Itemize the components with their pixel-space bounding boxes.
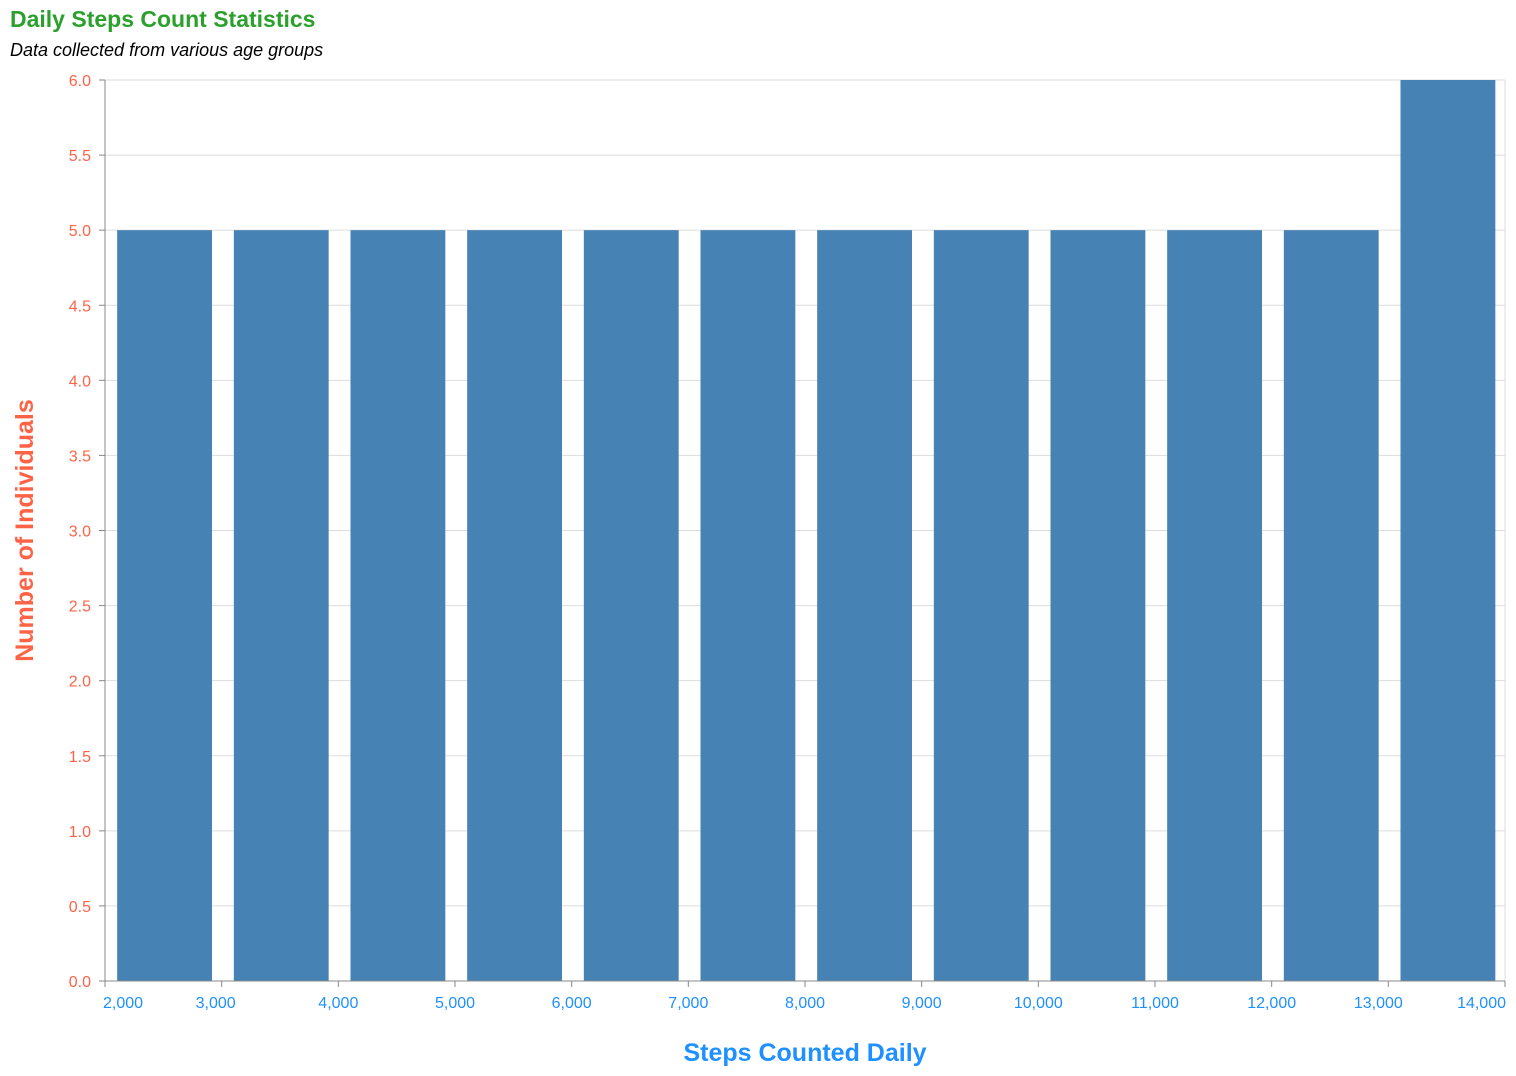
x-tick-label: 4,000 bbox=[318, 995, 358, 1012]
x-tick-labels: 2,000 3,000 4,000 5,000 6,000 7,000 8,000 9,000… bbox=[103, 995, 1506, 1012]
bar bbox=[817, 230, 912, 981]
bar bbox=[350, 230, 446, 981]
bar bbox=[1167, 230, 1262, 981]
bar bbox=[1283, 230, 1379, 981]
x-tick-label: 11,000 bbox=[1131, 995, 1179, 1012]
chart-title: Daily Steps Count Statistics bbox=[10, 6, 316, 32]
y-tick-label: 0.5 bbox=[69, 899, 91, 916]
bar bbox=[117, 230, 212, 981]
bar bbox=[933, 230, 1029, 981]
bar bbox=[700, 230, 796, 981]
y-tick-label: 1.0 bbox=[69, 824, 91, 841]
x-axis-title: Steps Counted Daily bbox=[683, 1039, 926, 1067]
y-tick-label: 5.5 bbox=[69, 148, 91, 165]
bar bbox=[1400, 80, 1496, 981]
bar bbox=[467, 230, 562, 981]
x-tick-label: 12,000 bbox=[1247, 995, 1296, 1012]
chart-subtitle: Data collected from various age groups bbox=[10, 40, 324, 60]
x-tick-label: 6,000 bbox=[552, 995, 592, 1012]
bar bbox=[583, 230, 679, 981]
x-tick-label: 10,000 bbox=[1014, 995, 1063, 1012]
y-tick-label: 6.0 bbox=[69, 73, 91, 90]
x-tick-label: 7,000 bbox=[668, 995, 708, 1012]
y-tick-label: 3.0 bbox=[69, 524, 91, 541]
x-tick-label: 3,000 bbox=[196, 995, 236, 1012]
y-tick-label: 0.0 bbox=[69, 974, 91, 991]
x-tick-label: 8,000 bbox=[785, 995, 825, 1012]
y-tick-labels: 0.0 0.5 1.0 1.5 2.0 2.5 3.0 3.5 4.0 4.5 5.0 5.5 6.0 bbox=[69, 73, 91, 991]
y-tick-label: 4.5 bbox=[69, 298, 91, 315]
x-tick-label: 5,000 bbox=[435, 995, 475, 1012]
y-tick-label: 1.5 bbox=[69, 749, 91, 766]
x-tick-label: 2,000 bbox=[103, 995, 143, 1012]
y-tick-label: 2.0 bbox=[69, 674, 91, 691]
y-axis-title: Number of Individuals bbox=[11, 399, 39, 662]
y-tick-label: 3.5 bbox=[69, 448, 91, 465]
y-tick-label: 5.0 bbox=[69, 223, 91, 240]
bar bbox=[1050, 230, 1146, 981]
x-tick-label: 13,000 bbox=[1354, 995, 1403, 1012]
x-tick-label: 14,000 bbox=[1457, 995, 1506, 1012]
axes bbox=[99, 79, 1506, 987]
bars bbox=[117, 80, 1496, 981]
y-tick-label: 4.0 bbox=[69, 373, 91, 390]
x-tick-label: 9,000 bbox=[902, 995, 942, 1012]
bar bbox=[233, 230, 329, 981]
y-tick-label: 2.5 bbox=[69, 599, 91, 616]
